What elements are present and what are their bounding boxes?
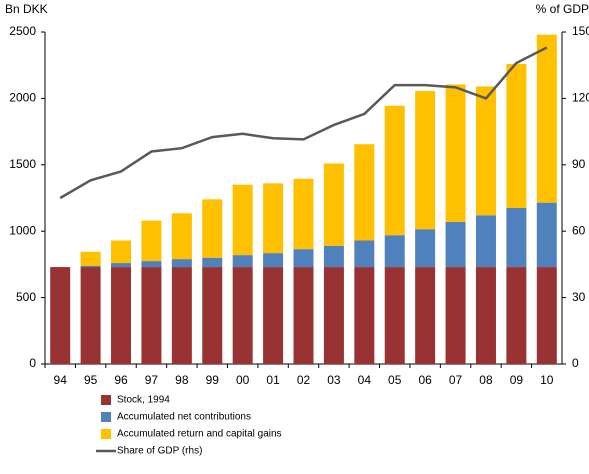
bar-segment — [354, 144, 375, 241]
bar-segment — [80, 267, 101, 364]
bar-segment — [384, 105, 405, 236]
x-tick-label: 97 — [145, 373, 159, 387]
y-tick-label: 1000 — [9, 223, 36, 237]
bar-segment — [111, 240, 132, 264]
y2-tick-label: 30 — [572, 290, 586, 304]
bar-segment — [263, 267, 284, 364]
bar-segment — [445, 84, 466, 222]
x-tick-label: 95 — [84, 373, 98, 387]
x-tick-label: 01 — [266, 373, 280, 387]
legend: Stock, 1994 Accumulated net contributions… — [96, 395, 282, 457]
x-tick-label: 96 — [114, 373, 128, 387]
bar-segment — [171, 259, 192, 268]
legend-label: Accumulated net contributions — [117, 412, 251, 423]
bar-segment — [445, 221, 466, 268]
bar-segment — [536, 34, 557, 203]
x-tick-label: 00 — [236, 373, 250, 387]
y-axis-label: Bn DKK — [5, 2, 48, 16]
x-tick-label: 06 — [418, 373, 432, 387]
bar-segment — [171, 267, 192, 364]
bar-segment — [202, 257, 223, 268]
bar-segment — [171, 213, 192, 260]
y2-tick-label: 150 — [572, 24, 589, 38]
legend-swatch — [101, 395, 111, 405]
bar-segment — [202, 199, 223, 258]
bar-segment — [232, 255, 253, 268]
bar-segment — [536, 202, 557, 268]
bar-segment — [141, 220, 162, 262]
x-tick-label: 99 — [206, 373, 220, 387]
bar-segment — [323, 163, 344, 246]
bar-segment — [475, 215, 496, 268]
y2-tick-label: 0 — [572, 356, 579, 370]
bar-segment — [50, 267, 71, 364]
x-tick-label: 03 — [327, 373, 341, 387]
bar-segment — [475, 267, 496, 364]
bar-segment — [293, 249, 314, 268]
bar-segment — [232, 184, 253, 256]
y2-tick-label: 60 — [572, 223, 586, 237]
bar-segment — [445, 267, 466, 364]
bar-segment — [415, 229, 436, 268]
bar-segment — [141, 267, 162, 364]
x-tick-label: 02 — [297, 373, 311, 387]
bar-segment — [202, 267, 223, 364]
bar-segment — [263, 183, 284, 254]
x-tick-label: 04 — [358, 373, 372, 387]
bar-segment — [111, 267, 132, 364]
y-tick-label: 1500 — [9, 157, 36, 171]
bar-segment — [506, 63, 527, 208]
bar-segment — [323, 267, 344, 364]
legend-label: Share of GDP (rhs) — [117, 446, 202, 457]
bar-segment — [536, 267, 557, 364]
bar-segment — [354, 240, 375, 268]
bar-segment — [293, 267, 314, 364]
legend-swatch — [101, 429, 111, 439]
bar-segment — [415, 267, 436, 364]
bar-segment — [475, 86, 496, 216]
x-tick-label: 94 — [54, 373, 68, 387]
bar-segment — [384, 235, 405, 268]
bar-segment — [263, 253, 284, 268]
bar-segment — [293, 178, 314, 250]
bar-segment — [80, 251, 101, 266]
bar-segment — [141, 261, 162, 268]
bar-segment — [506, 267, 527, 364]
x-tick-label: 07 — [449, 373, 463, 387]
bar-segment — [111, 263, 132, 268]
legend-label: Accumulated return and capital gains — [117, 429, 282, 440]
y2-axis-label: % of GDP — [536, 2, 589, 16]
y-tick-label: 2500 — [9, 24, 36, 38]
bar-segment — [354, 267, 375, 364]
bar-segment — [415, 91, 436, 230]
line-series — [59, 46, 548, 200]
bar-segment — [506, 207, 527, 268]
legend-swatch — [101, 412, 111, 422]
x-tick-label: 98 — [175, 373, 189, 387]
x-tick-label: 08 — [479, 373, 493, 387]
x-tick-label: 05 — [388, 373, 402, 387]
y2-tick-label: 90 — [572, 157, 586, 171]
y-tick-label: 500 — [16, 290, 36, 304]
bar-segment — [384, 267, 405, 364]
bar-segment — [80, 265, 101, 268]
legend-label: Stock, 1994 — [117, 395, 170, 406]
bar-segment — [323, 245, 344, 268]
y-tick-label: 2000 — [9, 91, 36, 105]
y2-tick-label: 120 — [572, 91, 589, 105]
x-tick-label: 09 — [510, 373, 524, 387]
bar-segment — [232, 267, 253, 364]
x-tick-label: 10 — [540, 373, 554, 387]
y-tick-label: 0 — [29, 356, 36, 370]
